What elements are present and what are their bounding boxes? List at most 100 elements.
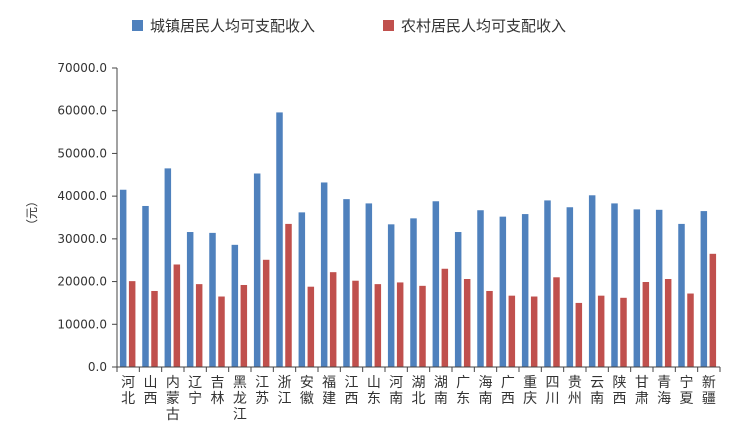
legend-item: 农村居民人均可支配收入 (383, 17, 566, 35)
x-tick-label: 新疆 (702, 375, 716, 407)
y-tick-label: 20000.0 (57, 275, 107, 289)
bar-rural (195, 284, 203, 367)
bar-urban (142, 205, 149, 367)
bar-rural (240, 284, 248, 367)
bar-urban (186, 232, 194, 367)
bar-urban (521, 214, 529, 367)
bar-urban (588, 195, 596, 367)
bar-rural (173, 264, 181, 367)
y-tick-label: 10000.0 (57, 317, 107, 331)
bar-rural (218, 296, 225, 367)
bar-urban (365, 203, 373, 367)
x-tick-label: 陕西 (613, 375, 627, 407)
bar-urban (276, 112, 283, 367)
legend-swatch (132, 20, 143, 31)
x-tick-label: 宁夏 (680, 374, 694, 407)
bar-rural (687, 293, 694, 367)
bars (119, 112, 717, 367)
x-tick-label: 安徽 (300, 375, 314, 407)
bar-rural (151, 290, 158, 367)
y-tick-label: 0.0 (88, 360, 107, 374)
x-tick-label: 重庆 (523, 375, 537, 407)
bar-urban (700, 211, 708, 367)
x-tick-label: 河南 (389, 375, 403, 407)
legend-label: 农村居民人均可支配收入 (401, 17, 566, 35)
x-tick-label: 广东 (456, 375, 470, 407)
x-tick-label: 广西 (501, 375, 515, 407)
bar-urban (655, 209, 663, 367)
x-tick-label: 黑龙江 (233, 375, 247, 423)
y-tick-label: 40000.0 (57, 189, 107, 203)
bar-urban (164, 168, 172, 367)
bar-urban (611, 203, 618, 367)
y-tick-label: 30000.0 (57, 232, 107, 246)
y-tick-label: 60000.0 (57, 104, 107, 118)
x-axis: 河北山西内蒙古辽宁吉林黑龙江江苏浙江安徽福建江西山东河南湖北湖南广东海南广西重庆… (116, 366, 721, 423)
x-tick-label: 河北 (121, 375, 135, 407)
bar-rural (553, 277, 560, 367)
bar-urban (209, 232, 216, 367)
bar-urban (119, 189, 127, 367)
bar-rural (508, 295, 516, 367)
bar-rural (530, 296, 538, 367)
legend: 城镇居民人均可支配收入 农村居民人均可支配收入 (132, 17, 566, 35)
legend-item: 城镇居民人均可支配收入 (132, 17, 315, 35)
y-axis: 0.0 10000.0 20000.0 30000.0 40000.0 50000.0 60… (25, 61, 118, 374)
bar-rural (575, 302, 583, 367)
bar-urban (544, 200, 551, 367)
y-axis-label: （元） (25, 195, 39, 231)
x-tick-label: 吉林 (211, 375, 225, 407)
legend-swatch (383, 20, 394, 31)
bar-rural (441, 268, 449, 367)
bar-rural (419, 285, 426, 367)
bar-urban (566, 207, 574, 367)
x-tick-label: 江西 (345, 375, 359, 407)
x-tick-label: 贵州 (568, 375, 582, 407)
y-tick-label: 50000.0 (57, 146, 107, 160)
bar-urban (320, 182, 328, 367)
x-tick-label: 海南 (479, 375, 493, 407)
bar-urban (410, 218, 417, 367)
bar-rural (597, 295, 605, 367)
x-tick-label: 山西 (144, 375, 158, 407)
x-tick-label: 甘肃 (635, 375, 649, 407)
bar-rural (128, 281, 136, 367)
bar-urban (432, 201, 440, 367)
bar-rural (486, 290, 493, 367)
x-tick-label: 青海 (657, 375, 671, 407)
bar-urban (633, 209, 641, 367)
bar-rural (307, 286, 315, 367)
bar-urban (343, 199, 350, 367)
bar-rural (352, 280, 359, 367)
y-tick-label: 70000.0 (57, 61, 107, 75)
bar-rural (620, 297, 627, 367)
bar-rural (709, 253, 717, 367)
bar-rural (396, 282, 404, 367)
bar-urban (477, 210, 484, 367)
bar-rural (329, 272, 337, 367)
bar-urban (231, 244, 239, 367)
x-tick-label: 江苏 (255, 375, 269, 407)
x-tick-label: 湖南 (434, 375, 448, 407)
x-tick-label: 福建 (322, 375, 336, 407)
x-tick-label: 辽宁 (188, 375, 202, 407)
bar-urban (499, 216, 507, 367)
bar-rural (642, 282, 650, 367)
bar-urban (454, 232, 462, 367)
bar-rural (463, 279, 471, 367)
x-tick-label: 湖北 (412, 375, 426, 407)
bar-rural (262, 259, 270, 367)
x-tick-label: 山东 (367, 375, 381, 407)
bar-urban (387, 224, 395, 367)
bar-urban (678, 223, 685, 367)
x-tick-label: 浙江 (278, 375, 292, 407)
bar-rural (374, 284, 382, 367)
x-tick-label: 内蒙古 (166, 375, 180, 423)
x-tick-label: 四川 (546, 375, 560, 407)
legend-label: 城镇居民人均可支配收入 (150, 17, 315, 35)
bar-urban (253, 173, 261, 367)
bar-rural (285, 223, 292, 367)
bar-urban (298, 212, 306, 367)
